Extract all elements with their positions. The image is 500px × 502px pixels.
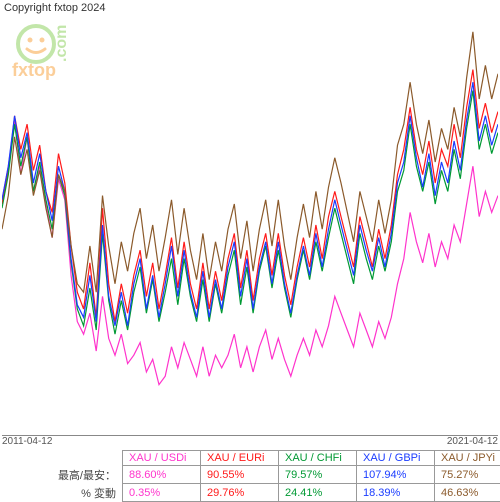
legend-cell: 0.35% — [123, 484, 201, 502]
legend-cell: XAU / CHFi — [279, 451, 357, 466]
table-row: XAU / USDi XAU / EURi XAU / CHFi XAU / G… — [45, 451, 500, 466]
legend-cell: 24.41% — [279, 484, 357, 502]
x-axis-end: 2021-04-12 — [447, 436, 498, 447]
legend-cell: 46.63% — [435, 484, 500, 502]
legend-cell: 90.55% — [201, 466, 279, 484]
row-header-highlow: 最高/最安： — [45, 466, 123, 484]
legend-cell: 79.57% — [279, 466, 357, 484]
x-axis-start: 2011-04-12 — [2, 436, 52, 447]
legend-cell: XAU / JPYi — [435, 451, 500, 466]
legend-cell: XAU / EURi — [201, 451, 279, 466]
legend-cell: 107.94% — [357, 466, 435, 484]
table-row: 最高/最安： 88.60% 90.55% 79.57% 107.94% 75.2… — [45, 466, 500, 484]
legend-cell: XAU / USDi — [123, 451, 201, 466]
legend-cell: 88.60% — [123, 466, 201, 484]
row-header-change: % 変動 — [45, 484, 123, 502]
legend-table: XAU / USDi XAU / EURi XAU / CHFi XAU / G… — [45, 450, 500, 502]
table-row: % 変動 0.35% 29.76% 24.41% 18.39% 46.63% — [45, 484, 500, 502]
copyright-text: Copyright fxtop 2024 — [4, 2, 106, 14]
legend-cell: 29.76% — [201, 484, 279, 502]
line-chart — [2, 15, 498, 436]
legend-cell: 75.27% — [435, 466, 500, 484]
legend-cell: 18.39% — [357, 484, 435, 502]
legend-cell: XAU / GBPi — [357, 451, 435, 466]
